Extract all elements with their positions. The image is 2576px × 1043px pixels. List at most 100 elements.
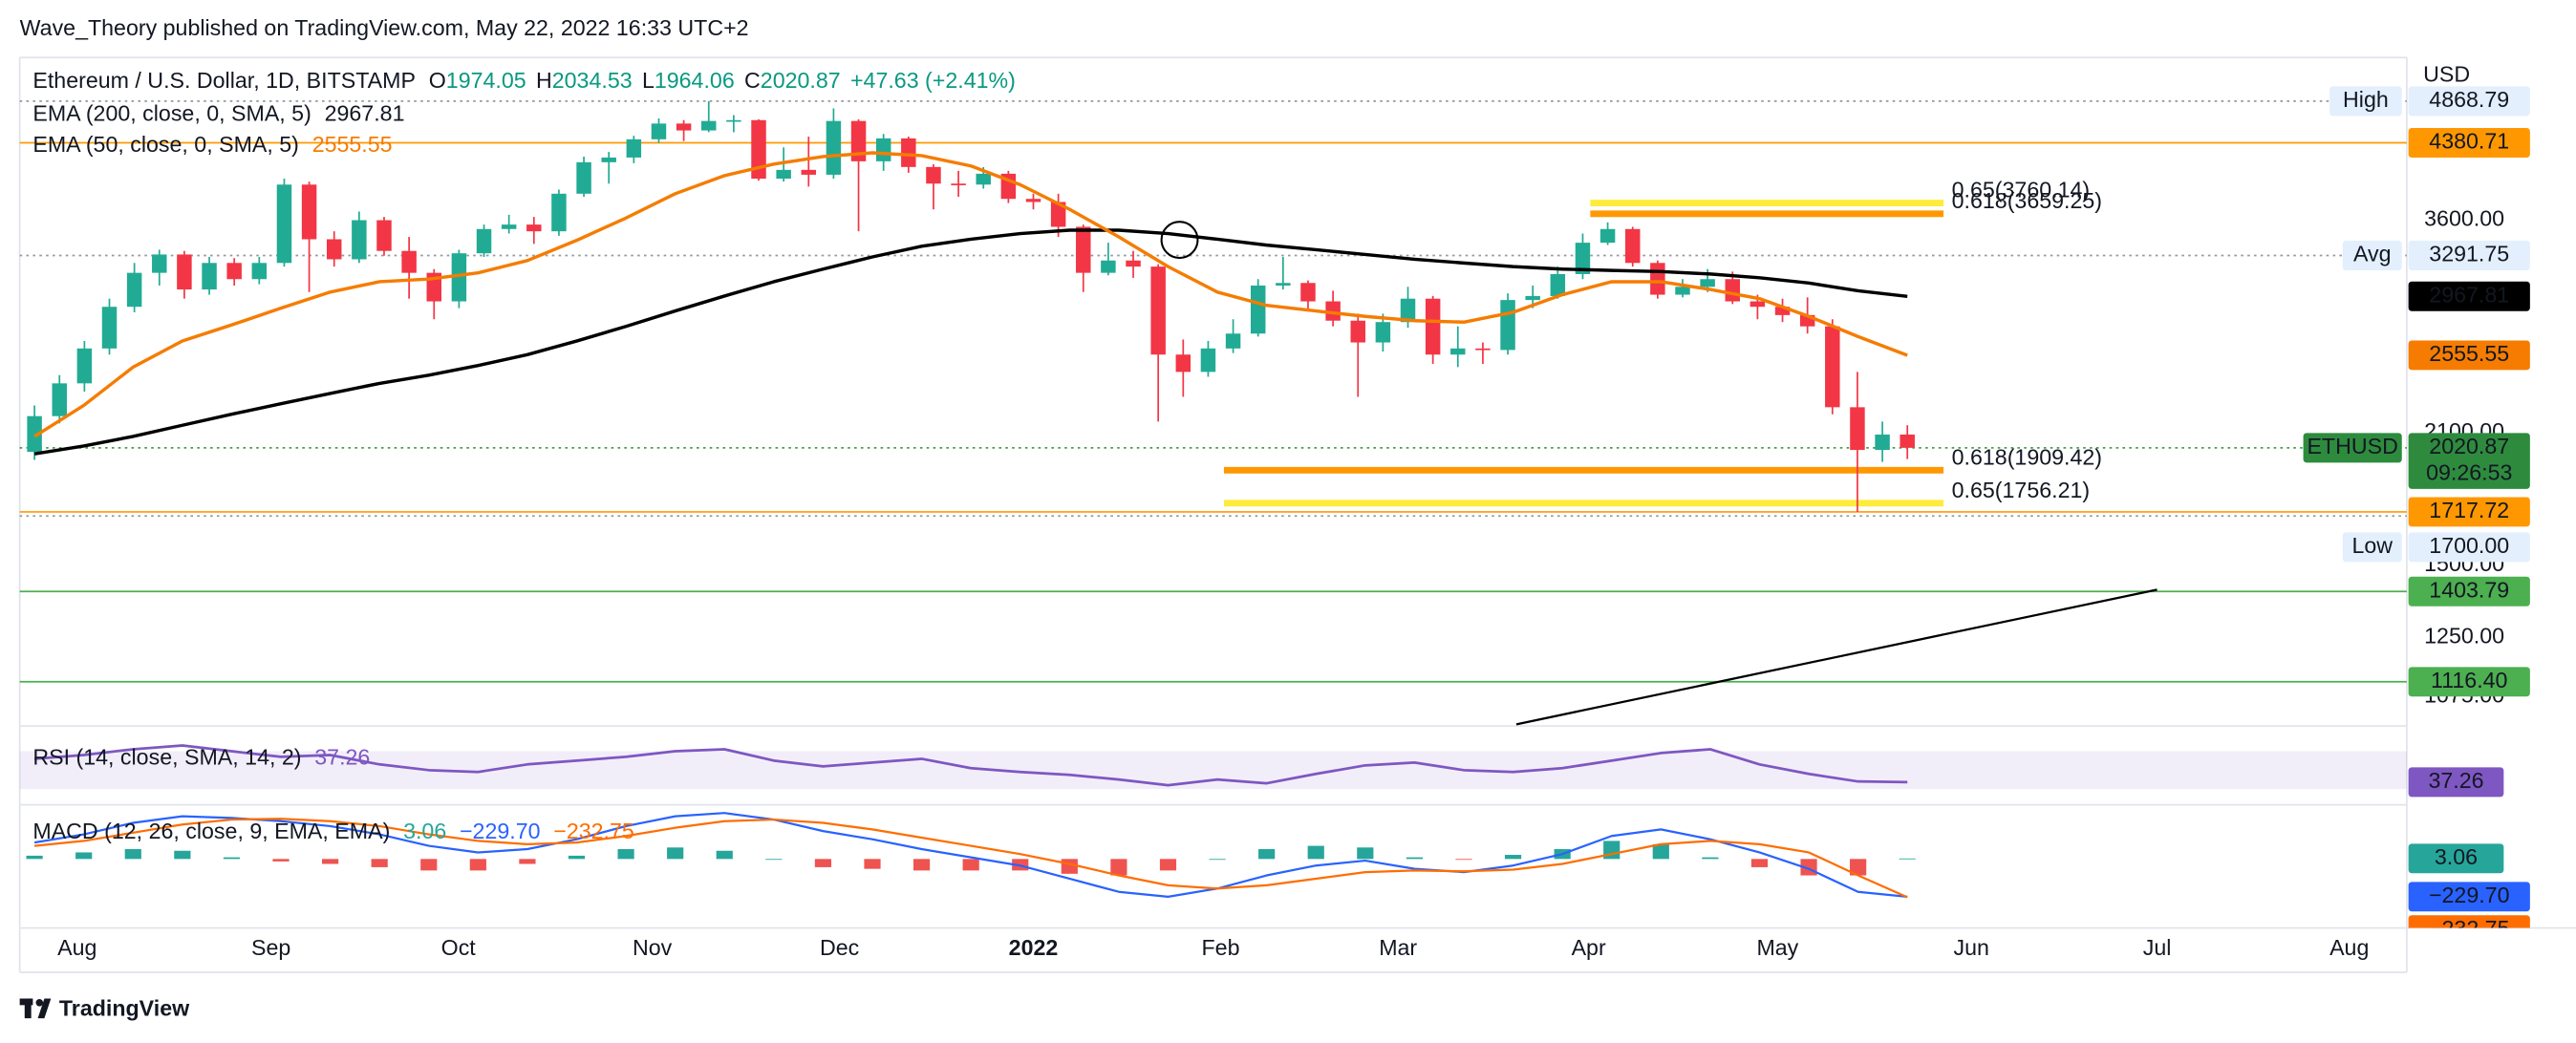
macd-histogram-bar [124, 849, 141, 860]
tag-box [2342, 240, 2402, 270]
candle-body [1500, 300, 1515, 351]
macd-histogram-bar [1061, 859, 1078, 874]
candle-body [701, 120, 717, 131]
panes [18, 56, 2576, 973]
candle-body [27, 415, 42, 453]
candle-body [1325, 301, 1341, 321]
candle-body [1900, 434, 1915, 448]
macd-histogram-bar [469, 859, 486, 871]
ohlc-value: 1964.06 [655, 68, 735, 93]
price-label-box [2408, 281, 2530, 311]
macd-histogram-bar [75, 852, 93, 860]
candle-body [501, 224, 517, 229]
candle-body [1650, 263, 1665, 295]
price-label-box [2408, 128, 2530, 158]
macd-histogram-bar [864, 859, 881, 869]
macd-histogram-bar [272, 859, 290, 862]
candle-body [1550, 273, 1566, 296]
macd-histogram-bar [667, 847, 684, 860]
candle-body [551, 193, 567, 232]
candle-body [1350, 320, 1365, 343]
candle-body [801, 169, 817, 175]
candle-body [1425, 298, 1441, 355]
candle-body [1400, 298, 1416, 323]
x-tick-label: Aug [2329, 935, 2369, 960]
candle-body [601, 157, 616, 162]
price-label: 2967.81 [2429, 282, 2509, 307]
candle-body [1276, 283, 1291, 286]
logo-part [37, 998, 52, 1019]
macd-histogram-bar [223, 857, 241, 860]
candle-body [1300, 283, 1316, 302]
change: +47.63 (+2.41%) [850, 68, 1016, 93]
histogram-label: 3.06 [2435, 844, 2478, 869]
candle-body [1050, 202, 1066, 227]
candle-body [401, 250, 417, 273]
rsi-label-box [2408, 767, 2504, 798]
logo-part [24, 998, 32, 1019]
candle-body [476, 228, 492, 254]
tag-label: Avg [2353, 242, 2392, 266]
candle-body [1875, 434, 1890, 451]
x-tick-label: Jul [2143, 935, 2172, 960]
fib-label: 0.618(3659.25) [1952, 188, 2102, 213]
macd-histogram-bar [716, 850, 733, 860]
macd-name: MACD (12, 26, close, 9, EMA, EMA) [32, 819, 390, 843]
logo-part [35, 998, 44, 1007]
macd-histogram-bar [1258, 849, 1276, 860]
fib-label: 0.65(1756.21) [1952, 478, 2091, 502]
price-label: 1403.79 [2429, 577, 2509, 602]
candle-body [1475, 348, 1491, 351]
x-tick-label: Apr [1572, 935, 1606, 960]
rsi-band [19, 751, 2407, 790]
candle-body [576, 161, 591, 194]
candle-body [451, 253, 467, 302]
price-label-box [2408, 340, 2530, 371]
macd-histogram-bar [420, 859, 438, 871]
candle-body [1575, 243, 1591, 274]
macd-value: −229.70 [460, 819, 541, 843]
x-tick-label: May [1756, 935, 1798, 960]
candle-body [1200, 348, 1216, 372]
ohlc-value: 2034.53 [552, 68, 633, 93]
price-label-box [2408, 433, 2530, 489]
macd-histogram-bar [1750, 859, 1769, 867]
candle-body [976, 173, 991, 185]
candle-body [1799, 314, 1815, 327]
candle-body [1375, 322, 1391, 343]
tag-box [2303, 433, 2402, 463]
macd-histogram-bar [26, 855, 43, 860]
candle-body [875, 138, 891, 161]
ema-name: EMA (50, close, 0, SMA, 5) [32, 132, 299, 157]
fib-label: 0.618(1909.42) [1952, 444, 2102, 469]
macd-histogram-bar [568, 855, 586, 860]
macd-label-box [2408, 882, 2530, 912]
x-tick-label: Mar [1379, 935, 1417, 960]
macd-histogram-bar [174, 850, 191, 860]
price-label-box [2408, 240, 2530, 270]
x-tick-label: Oct [441, 935, 477, 960]
x-tick-label: Aug [57, 935, 97, 960]
candle-body [1750, 301, 1766, 308]
ema-value: 2555.55 [312, 132, 393, 157]
candle-body [1450, 348, 1466, 355]
price-axis: 3600.002100.001500.001250.001075.004868.… [2408, 86, 2530, 928]
ohlc-key: L [642, 68, 655, 93]
macd-histogram-bar [912, 859, 931, 871]
y-tick-label: 1250.00 [2424, 623, 2504, 648]
candle-body [1774, 307, 1791, 315]
macd-histogram-bar [1159, 859, 1177, 871]
macd-histogram-bar [962, 859, 979, 871]
price-label: 2020.87 [2429, 434, 2509, 458]
candle-body [751, 119, 766, 180]
ema-line [33, 228, 1908, 456]
trend-line [1515, 588, 2157, 726]
x-tick-label: Nov [633, 935, 673, 960]
candle-body [1101, 260, 1116, 273]
fib-label: 0.65(3760.14) [1952, 178, 2091, 202]
candle-body [1150, 266, 1166, 355]
candle-body [276, 184, 292, 264]
symbol: Ethereum / U.S. Dollar, 1D, BITSTAMP [32, 68, 416, 93]
macd-histogram-bar [1899, 858, 1916, 860]
